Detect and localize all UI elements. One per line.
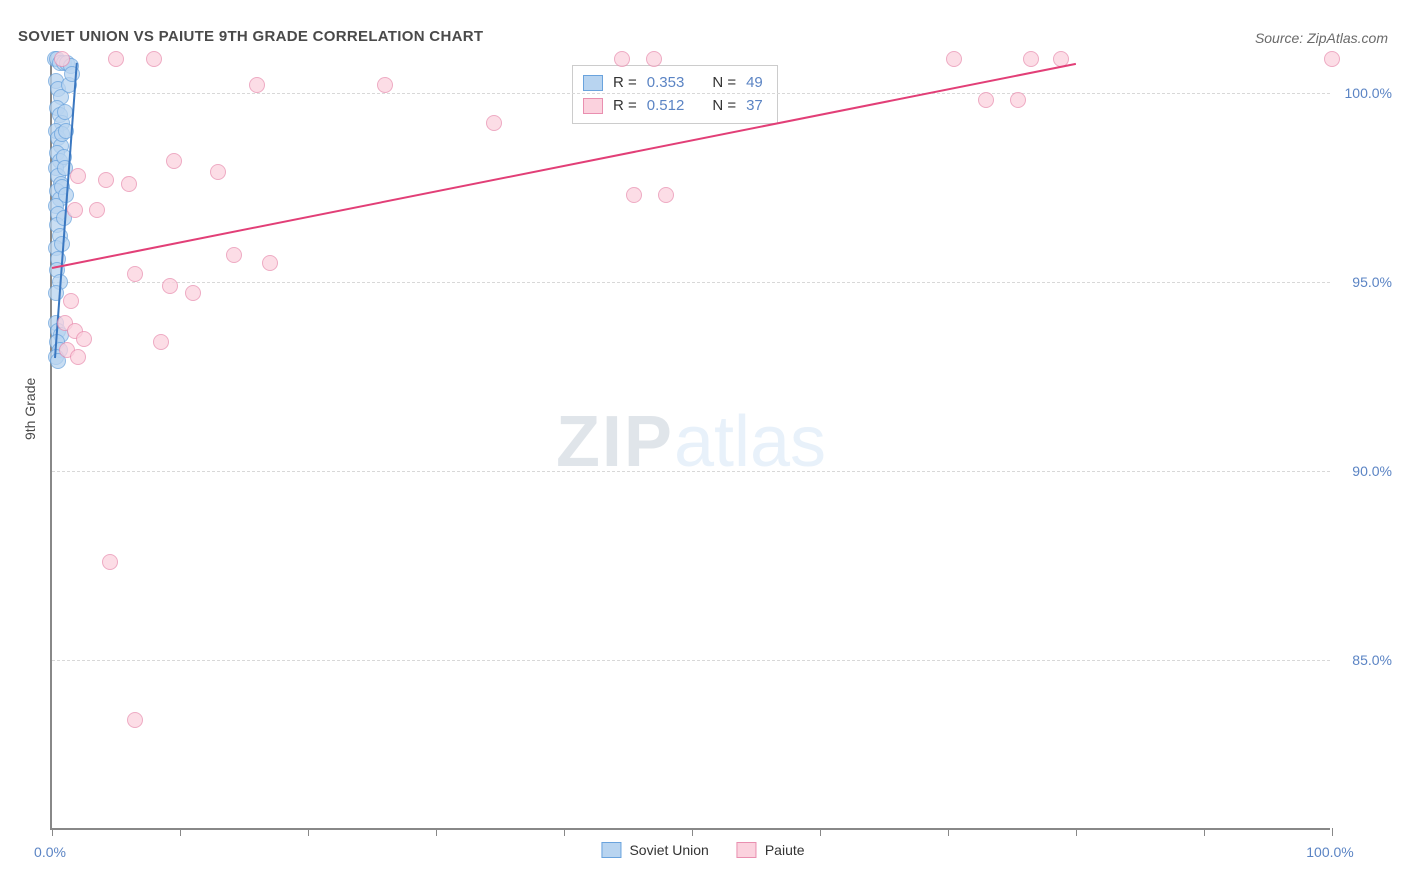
scatter-point-paiute <box>946 51 962 67</box>
stats-r-value-soviet: 0.353 <box>647 72 685 95</box>
scatter-point-paiute <box>76 331 92 347</box>
scatter-point-paiute <box>166 153 182 169</box>
gridline <box>52 93 1330 94</box>
legend-swatch-soviet <box>583 75 603 91</box>
scatter-point-paiute <box>658 187 674 203</box>
legend-label-paiute: Paiute <box>765 842 805 858</box>
x-tick-label: 0.0% <box>34 844 66 860</box>
x-tick <box>308 828 309 836</box>
scatter-point-paiute <box>127 712 143 728</box>
scatter-point-paiute <box>67 202 83 218</box>
y-tick-label: 100.0% <box>1345 85 1392 101</box>
scatter-point-paiute <box>70 168 86 184</box>
bottom-legend: Soviet Union Paiute <box>601 842 804 858</box>
scatter-point-paiute <box>210 164 226 180</box>
stats-n-value-paiute: 37 <box>746 95 763 118</box>
watermark-atlas: atlas <box>674 402 826 482</box>
stats-row-soviet: R = 0.353 N = 49 <box>583 72 763 95</box>
scatter-point-paiute <box>102 554 118 570</box>
source-attribution: Source: ZipAtlas.com <box>1255 30 1388 46</box>
scatter-point-paiute <box>89 202 105 218</box>
scatter-point-paiute <box>249 77 265 93</box>
gridline <box>52 282 1330 283</box>
scatter-point-soviet-union <box>48 285 64 301</box>
y-tick-label: 90.0% <box>1352 463 1392 479</box>
x-tick <box>180 828 181 836</box>
scatter-point-paiute <box>646 51 662 67</box>
scatter-point-paiute <box>162 278 178 294</box>
scatter-point-paiute <box>978 92 994 108</box>
legend-item-soviet: Soviet Union <box>601 842 708 858</box>
stats-n-label: N = <box>712 95 736 118</box>
stats-n-value-soviet: 49 <box>746 72 763 95</box>
x-tick <box>692 828 693 836</box>
x-tick <box>52 828 53 836</box>
scatter-point-paiute <box>63 293 79 309</box>
stats-r-value-paiute: 0.512 <box>647 95 685 118</box>
watermark-zip: ZIP <box>556 402 674 482</box>
stats-legend: R = 0.353 N = 49 R = 0.512 N = 37 <box>572 65 778 124</box>
legend-item-paiute: Paiute <box>737 842 805 858</box>
stats-r-label: R = <box>613 72 637 95</box>
scatter-point-soviet-union <box>57 104 73 120</box>
y-tick-label: 85.0% <box>1352 652 1392 668</box>
legend-label-soviet: Soviet Union <box>629 842 708 858</box>
gridline <box>52 660 1330 661</box>
scatter-point-paiute <box>127 266 143 282</box>
x-tick <box>948 828 949 836</box>
scatter-point-paiute <box>1023 51 1039 67</box>
gridline <box>52 471 1330 472</box>
x-tick <box>1204 828 1205 836</box>
plot-area: ZIPatlas R = 0.353 N = 49 R = 0.512 N = … <box>50 55 1330 830</box>
scatter-point-paiute <box>626 187 642 203</box>
x-tick <box>820 828 821 836</box>
scatter-point-paiute <box>614 51 630 67</box>
stats-n-label: N = <box>712 72 736 95</box>
scatter-point-paiute <box>185 285 201 301</box>
x-tick <box>436 828 437 836</box>
legend-swatch-paiute <box>583 98 603 114</box>
scatter-point-paiute <box>153 334 169 350</box>
stats-row-paiute: R = 0.512 N = 37 <box>583 95 763 118</box>
scatter-point-paiute <box>262 255 278 271</box>
scatter-point-paiute <box>146 51 162 67</box>
y-tick-label: 95.0% <box>1352 274 1392 290</box>
stats-r-label: R = <box>613 95 637 118</box>
scatter-point-paiute <box>98 172 114 188</box>
scatter-point-paiute <box>1324 51 1340 67</box>
scatter-point-paiute <box>121 176 137 192</box>
legend-swatch-paiute <box>737 842 757 858</box>
scatter-point-soviet-union <box>64 66 80 82</box>
legend-swatch-soviet <box>601 842 621 858</box>
scatter-point-paiute <box>486 115 502 131</box>
scatter-point-paiute <box>377 77 393 93</box>
x-tick <box>1076 828 1077 836</box>
scatter-point-paiute <box>108 51 124 67</box>
x-tick-label: 100.0% <box>1306 844 1353 860</box>
x-tick <box>564 828 565 836</box>
x-tick <box>1332 828 1333 836</box>
scatter-point-paiute <box>70 349 86 365</box>
scatter-point-paiute <box>226 247 242 263</box>
scatter-point-paiute <box>54 51 70 67</box>
scatter-point-paiute <box>1010 92 1026 108</box>
y-axis-title: 9th Grade <box>22 378 38 440</box>
chart-title: SOVIET UNION VS PAIUTE 9TH GRADE CORRELA… <box>18 28 483 45</box>
